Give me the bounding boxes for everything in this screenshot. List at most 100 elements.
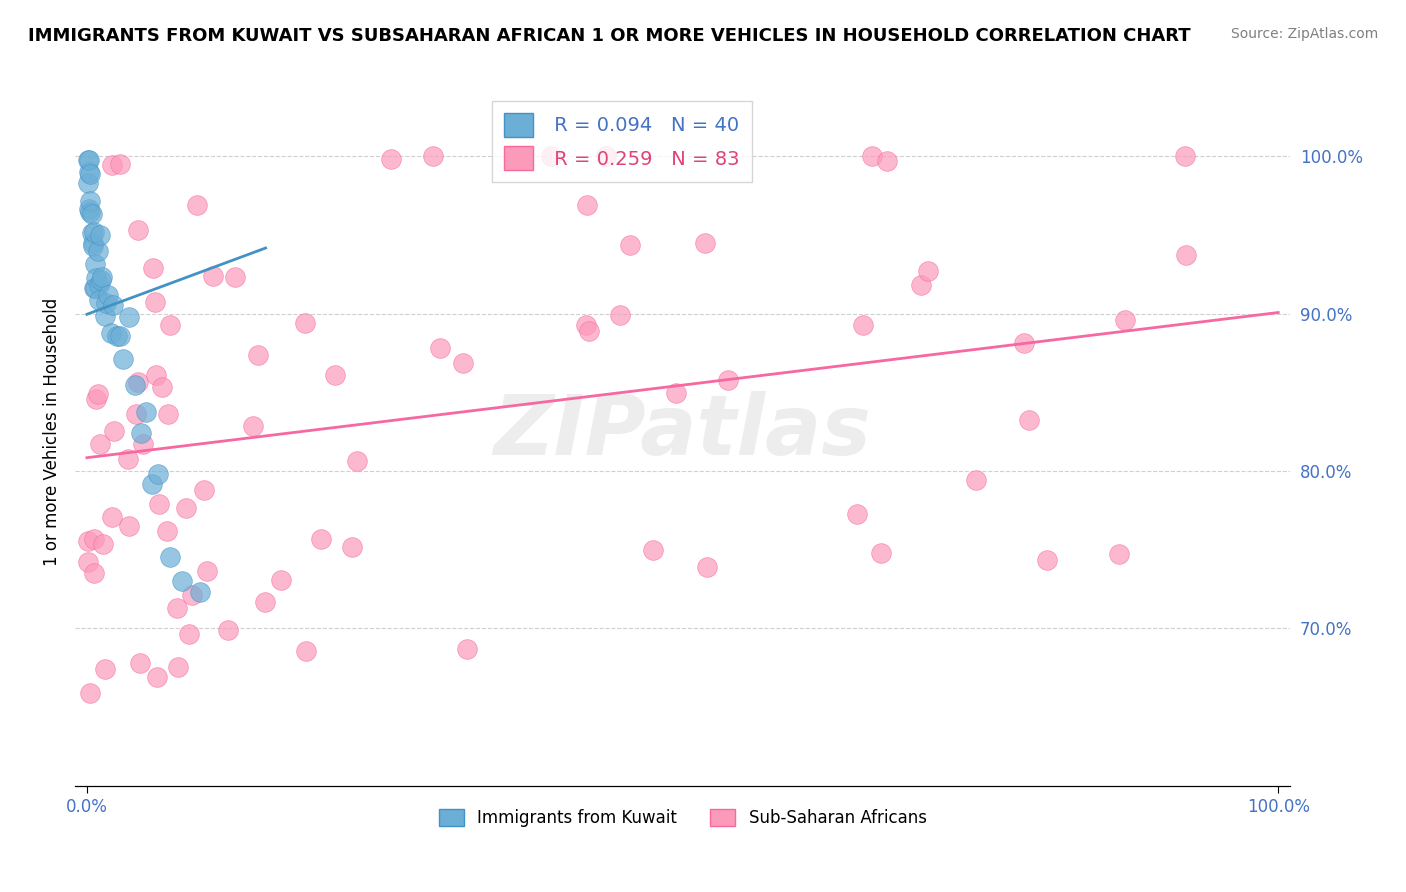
Immigrants from Kuwait	[91, 270, 114, 285]
Text: IMMIGRANTS FROM KUWAIT VS SUBSAHARAN AFRICAN 1 OR MORE VEHICLES IN HOUSEHOLD COR: IMMIGRANTS FROM KUWAIT VS SUBSAHARAN AFR…	[28, 27, 1191, 45]
Sub-Saharan Africans	[83, 566, 105, 580]
Immigrants from Kuwait	[129, 425, 152, 440]
Sub-Saharan Africans	[876, 153, 898, 168]
Sub-Saharan Africans	[665, 386, 688, 401]
Sub-Saharan Africans	[143, 295, 166, 310]
Sub-Saharan Africans	[77, 556, 100, 570]
Immigrants from Kuwait	[124, 377, 146, 392]
Sub-Saharan Africans	[87, 387, 110, 401]
Sub-Saharan Africans	[456, 641, 478, 656]
Immigrants from Kuwait	[94, 295, 117, 310]
Sub-Saharan Africans	[342, 540, 364, 554]
Sub-Saharan Africans	[84, 392, 107, 406]
Sub-Saharan Africans	[1114, 313, 1136, 327]
Text: ZIPatlas: ZIPatlas	[494, 391, 872, 472]
Sub-Saharan Africans	[91, 537, 114, 551]
Sub-Saharan Africans	[79, 685, 101, 699]
Sub-Saharan Africans	[195, 564, 218, 578]
Sub-Saharan Africans	[156, 407, 179, 421]
Sub-Saharan Africans	[1174, 248, 1197, 262]
Sub-Saharan Africans	[695, 235, 717, 250]
Sub-Saharan Africans	[142, 260, 165, 275]
Immigrants from Kuwait	[83, 281, 105, 295]
Immigrants from Kuwait	[79, 165, 101, 179]
Sub-Saharan Africans	[127, 223, 149, 237]
Sub-Saharan Africans	[619, 237, 641, 252]
Immigrants from Kuwait	[82, 239, 104, 253]
Sub-Saharan Africans	[578, 324, 600, 338]
Immigrants from Kuwait	[100, 326, 122, 340]
Immigrants from Kuwait	[82, 235, 104, 250]
Immigrants from Kuwait	[188, 585, 211, 599]
Immigrants from Kuwait	[79, 202, 101, 216]
Sub-Saharan Africans	[148, 497, 170, 511]
Sub-Saharan Africans	[186, 197, 208, 211]
Sub-Saharan Africans	[1014, 335, 1036, 350]
Immigrants from Kuwait	[89, 227, 111, 242]
Immigrants from Kuwait	[159, 549, 181, 564]
Sub-Saharan Africans	[575, 198, 598, 212]
Sub-Saharan Africans	[193, 483, 215, 498]
Sub-Saharan Africans	[270, 573, 292, 587]
Sub-Saharan Africans	[451, 357, 474, 371]
Sub-Saharan Africans	[127, 375, 149, 389]
Immigrants from Kuwait	[86, 270, 108, 285]
Immigrants from Kuwait	[105, 328, 128, 343]
Immigrants from Kuwait	[111, 352, 134, 367]
Sub-Saharan Africans	[609, 308, 631, 322]
Sub-Saharan Africans	[181, 588, 204, 602]
Sub-Saharan Africans	[166, 600, 188, 615]
Immigrants from Kuwait	[135, 405, 157, 419]
Sub-Saharan Africans	[83, 533, 105, 547]
Immigrants from Kuwait	[172, 574, 194, 588]
Sub-Saharan Africans	[575, 318, 598, 333]
Sub-Saharan Africans	[294, 316, 316, 330]
Sub-Saharan Africans	[422, 149, 444, 163]
Immigrants from Kuwait	[148, 467, 170, 481]
Sub-Saharan Africans	[965, 474, 987, 488]
Sub-Saharan Africans	[117, 451, 139, 466]
Sub-Saharan Africans	[159, 318, 181, 332]
Immigrants from Kuwait	[80, 227, 103, 241]
Sub-Saharan Africans	[1108, 547, 1130, 561]
Immigrants from Kuwait	[90, 272, 112, 286]
Sub-Saharan Africans	[217, 623, 239, 637]
Sub-Saharan Africans	[146, 670, 169, 684]
Immigrants from Kuwait	[77, 176, 100, 190]
Sub-Saharan Africans	[177, 627, 200, 641]
Sub-Saharan Africans	[150, 380, 173, 394]
Immigrants from Kuwait	[79, 153, 101, 167]
Sub-Saharan Africans	[429, 341, 451, 355]
Immigrants from Kuwait	[80, 207, 103, 221]
Sub-Saharan Africans	[1018, 412, 1040, 426]
Sub-Saharan Africans	[77, 534, 100, 549]
Sub-Saharan Africans	[910, 278, 932, 293]
Y-axis label: 1 or more Vehicles in Household: 1 or more Vehicles in Household	[44, 298, 60, 566]
Sub-Saharan Africans	[323, 368, 346, 383]
Sub-Saharan Africans	[1174, 149, 1197, 163]
Sub-Saharan Africans	[89, 436, 111, 450]
Immigrants from Kuwait	[84, 281, 107, 295]
Immigrants from Kuwait	[77, 153, 100, 168]
Sub-Saharan Africans	[717, 373, 740, 387]
Sub-Saharan Africans	[202, 268, 225, 283]
Sub-Saharan Africans	[110, 157, 132, 171]
Text: Source: ZipAtlas.com: Source: ZipAtlas.com	[1230, 27, 1378, 41]
Sub-Saharan Africans	[103, 424, 125, 438]
Sub-Saharan Africans	[846, 507, 869, 521]
Sub-Saharan Africans	[852, 318, 875, 333]
Sub-Saharan Africans	[145, 368, 167, 383]
Sub-Saharan Africans	[641, 543, 664, 558]
Sub-Saharan Africans	[295, 644, 318, 658]
Immigrants from Kuwait	[79, 205, 101, 219]
Sub-Saharan Africans	[242, 419, 264, 434]
Legend: Immigrants from Kuwait, Sub-Saharan Africans: Immigrants from Kuwait, Sub-Saharan Afri…	[432, 803, 934, 834]
Sub-Saharan Africans	[917, 264, 939, 278]
Immigrants from Kuwait	[79, 167, 101, 181]
Sub-Saharan Africans	[309, 532, 332, 546]
Sub-Saharan Africans	[246, 348, 269, 362]
Immigrants from Kuwait	[79, 194, 101, 208]
Sub-Saharan Africans	[94, 662, 117, 676]
Immigrants from Kuwait	[117, 310, 139, 324]
Immigrants from Kuwait	[86, 244, 108, 258]
